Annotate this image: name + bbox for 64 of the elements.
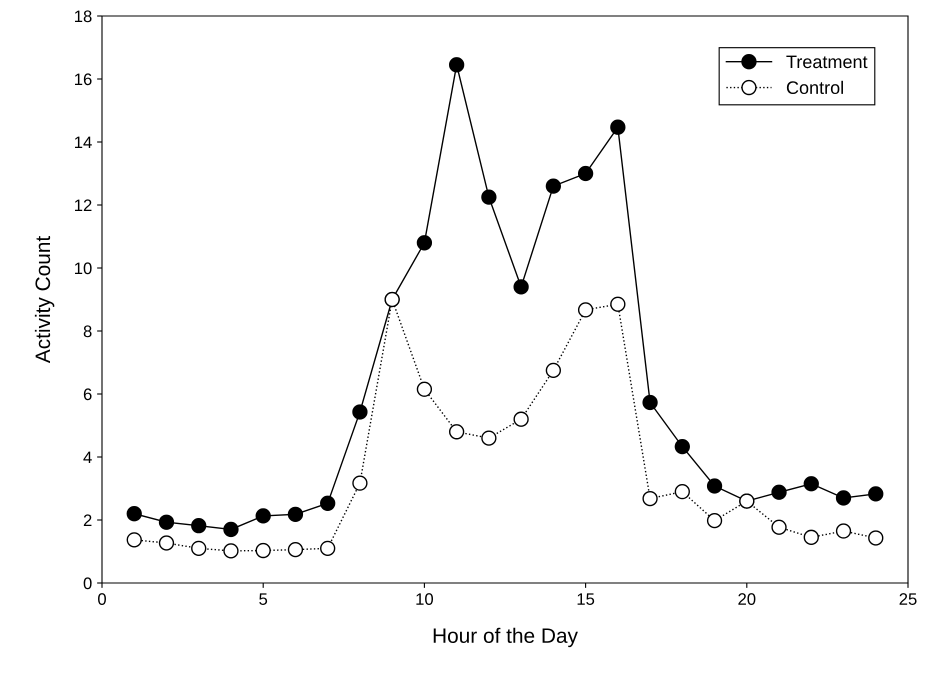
point xyxy=(513,412,529,427)
point xyxy=(546,178,561,194)
point xyxy=(804,476,819,492)
y-tick-label: 14 xyxy=(75,136,92,148)
point xyxy=(674,484,690,500)
point xyxy=(416,382,432,397)
y-tick-label: 12 xyxy=(75,199,92,212)
point xyxy=(706,478,722,494)
point xyxy=(191,540,206,556)
y-tick-label: 18 xyxy=(75,10,92,22)
x-tick-label: 0 xyxy=(98,593,106,605)
point xyxy=(642,394,658,410)
y-axis-title: Activity Count xyxy=(34,236,54,364)
point xyxy=(578,302,594,318)
point xyxy=(126,532,142,548)
point xyxy=(706,512,722,528)
point xyxy=(223,543,239,559)
point xyxy=(256,508,271,524)
point xyxy=(320,496,336,511)
legend-label: Treatment xyxy=(786,56,868,68)
point xyxy=(836,523,852,539)
x-tick-label: 20 xyxy=(738,593,756,605)
point xyxy=(256,542,271,558)
point xyxy=(513,279,529,295)
point xyxy=(578,166,594,182)
point xyxy=(352,476,368,491)
point xyxy=(771,520,787,535)
point xyxy=(449,424,464,440)
y-tick-label: 6 xyxy=(84,388,92,400)
point xyxy=(158,514,174,530)
y-tick-label: 10 xyxy=(75,262,92,274)
x-tick-label: 10 xyxy=(416,593,434,605)
point xyxy=(416,235,432,250)
point xyxy=(288,542,304,558)
point xyxy=(610,296,626,312)
point xyxy=(836,490,852,506)
point xyxy=(674,438,690,454)
y-tick-label: 0 xyxy=(84,577,92,590)
point xyxy=(449,57,464,72)
point xyxy=(223,522,239,538)
point xyxy=(868,530,884,546)
point xyxy=(126,506,142,522)
point xyxy=(868,486,884,502)
y-tick-label: 4 xyxy=(83,452,92,464)
legend-label: Control xyxy=(786,80,843,94)
x-tick-label: 5 xyxy=(259,593,268,605)
point xyxy=(481,430,497,446)
point xyxy=(320,540,336,556)
y-tick-label: 2 xyxy=(84,514,92,526)
point xyxy=(288,506,304,522)
y-tick-label: 16 xyxy=(75,73,92,86)
x-axis-title: Hour of the Day xyxy=(434,628,578,648)
point xyxy=(352,404,368,420)
point xyxy=(804,530,819,545)
x-tick-label: 25 xyxy=(900,593,917,605)
point xyxy=(610,120,626,135)
point xyxy=(191,518,206,534)
point xyxy=(642,490,658,506)
x-tick-label: 15 xyxy=(578,593,594,605)
point xyxy=(771,484,787,500)
point xyxy=(158,535,174,551)
y-tick-label: 8 xyxy=(84,325,92,338)
point xyxy=(546,362,561,378)
point xyxy=(481,189,497,205)
